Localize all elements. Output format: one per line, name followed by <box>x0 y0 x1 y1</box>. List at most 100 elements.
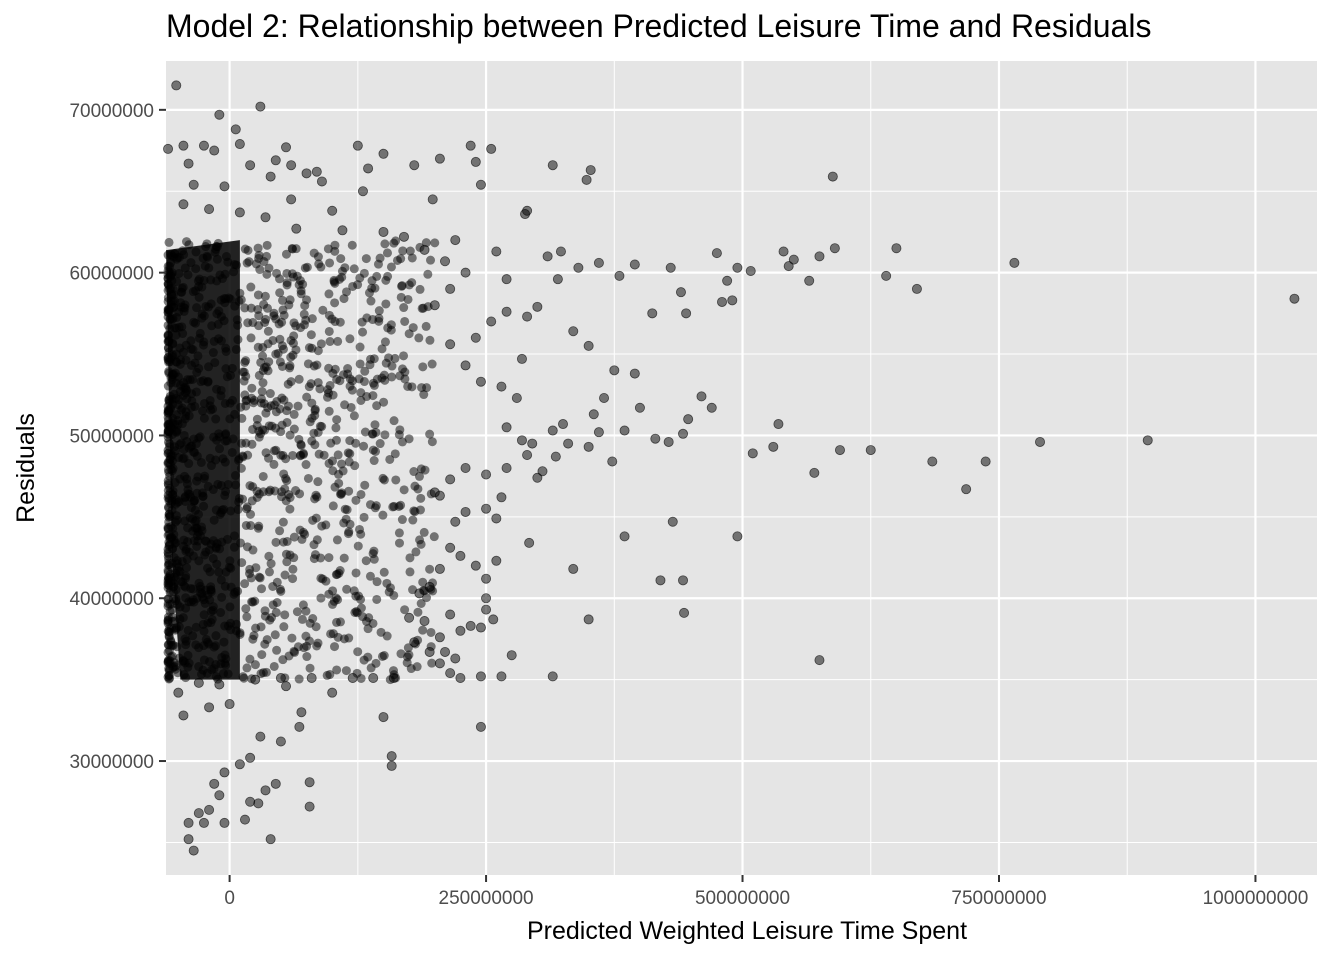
dense-band-point <box>288 574 298 584</box>
dense-band-point <box>360 366 370 376</box>
dense-band-point <box>307 314 317 324</box>
dense-band-point <box>199 501 209 511</box>
dense-band-point <box>169 296 179 306</box>
dense-band-point <box>386 262 396 272</box>
dense-band-point <box>270 630 280 640</box>
major-gridlines <box>166 61 1317 875</box>
dense-point-band <box>163 236 440 685</box>
dense-band-point <box>400 605 410 615</box>
dense-band-point <box>371 501 381 511</box>
dense-band-point <box>224 293 234 303</box>
scatter-point <box>455 625 466 636</box>
dense-band-point <box>306 330 316 340</box>
dense-band-point <box>324 458 334 468</box>
scatter-point <box>496 492 507 503</box>
scatter-point <box>834 445 845 456</box>
dense-band-point <box>207 614 217 624</box>
scatter-point <box>511 392 522 403</box>
dense-band-point <box>372 577 382 587</box>
scatter-point <box>234 759 245 770</box>
scatter-point <box>722 275 733 286</box>
scatter-point <box>747 448 758 459</box>
dense-band-point <box>291 244 301 254</box>
dense-band-point <box>285 363 295 373</box>
dense-band-point <box>317 521 327 531</box>
dense-band-point <box>192 523 202 533</box>
dense-band-point <box>165 442 175 452</box>
dense-band-point <box>421 321 431 331</box>
scatter-point <box>470 156 481 167</box>
dense-band-point <box>242 504 252 514</box>
dense-band-point <box>192 541 202 551</box>
dense-band-point <box>298 279 308 289</box>
dense-band-point <box>405 567 415 577</box>
dense-band-point <box>163 426 173 436</box>
dense-band-point <box>186 258 196 268</box>
dense-band-point <box>163 567 173 577</box>
dense-band-point <box>275 288 285 298</box>
dense-band-point <box>194 556 204 566</box>
dense-band-point <box>400 316 410 326</box>
scatter-point <box>475 622 486 633</box>
scatter-point <box>501 274 512 285</box>
dense-band-point <box>175 614 185 624</box>
dense-band-point <box>271 537 281 547</box>
dense-band-point <box>335 566 345 576</box>
scatter-point <box>891 243 902 254</box>
dense-band-point <box>358 612 368 622</box>
dense-band-point <box>234 493 244 503</box>
dense-band-point <box>324 326 334 336</box>
scatter-point <box>804 275 815 286</box>
dense-band-point <box>172 357 182 367</box>
dense-band-point <box>164 458 174 468</box>
dense-band-point <box>252 414 262 424</box>
scatter-point <box>655 575 666 586</box>
dense-band-point <box>398 246 408 256</box>
dense-band-point <box>323 244 333 254</box>
scatter-point <box>550 451 561 462</box>
scatter-point <box>445 668 456 679</box>
dense-band-point <box>247 383 257 393</box>
dense-band-point <box>258 471 268 481</box>
scatter-point <box>434 563 445 574</box>
dense-band-point <box>425 564 435 574</box>
scatter-point <box>234 207 245 218</box>
scatter-point <box>496 381 507 392</box>
dense-band-point <box>287 633 297 643</box>
dense-band-point <box>217 592 227 602</box>
dense-band-point <box>360 427 370 437</box>
dense-band-point <box>246 282 256 292</box>
dense-band-point <box>355 273 365 283</box>
dense-band-point <box>280 610 290 620</box>
dense-band-point <box>336 489 346 499</box>
dense-band-point <box>316 262 326 272</box>
scatter-point <box>440 646 451 657</box>
dense-band-point <box>211 631 221 641</box>
dense-band-point <box>173 400 183 410</box>
dense-band-point <box>256 394 266 404</box>
scatter-point <box>214 790 225 801</box>
dense-band-point <box>174 622 184 632</box>
dense-band-point <box>344 486 354 496</box>
scatter-point <box>398 231 409 242</box>
dense-band-point <box>241 604 251 614</box>
dense-band-point <box>253 243 263 253</box>
dense-band-point <box>330 642 340 652</box>
scatter-point <box>427 194 438 205</box>
scatter-point <box>445 609 456 620</box>
dense-band-point <box>399 485 409 495</box>
dense-band-point <box>387 372 397 382</box>
dense-band-point <box>263 403 273 413</box>
scatter-point <box>501 422 512 433</box>
dense-band-point <box>183 485 193 495</box>
dense-band-point <box>186 442 196 452</box>
dense-band-point <box>269 311 279 321</box>
dense-band-point <box>195 432 205 442</box>
dense-band-point <box>264 453 274 463</box>
dense-band-point <box>233 335 243 345</box>
dense-band-point <box>377 651 387 661</box>
scatter-point <box>501 462 512 473</box>
dense-band-point <box>288 564 298 574</box>
scatter-point <box>460 462 471 473</box>
scatter-point <box>911 283 922 294</box>
